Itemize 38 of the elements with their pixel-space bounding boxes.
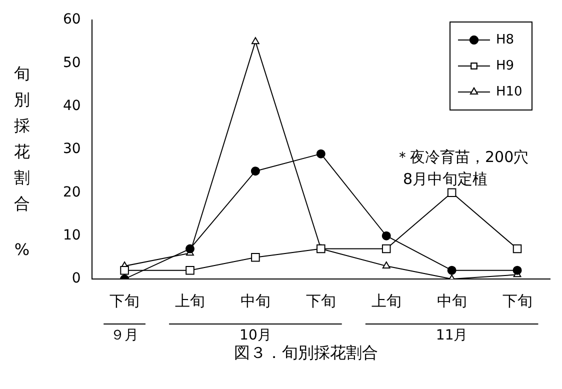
text: 11月	[436, 328, 468, 344]
point	[512, 266, 522, 275]
point	[250, 166, 260, 176]
legend-label: H9	[496, 58, 514, 74]
point	[447, 266, 456, 275]
point	[186, 266, 194, 275]
point	[382, 262, 390, 269]
annotation: 8月中旬定植	[403, 170, 488, 188]
y-tick-label: 40	[62, 98, 81, 114]
y-tick-label: 10	[62, 227, 81, 244]
point	[382, 244, 391, 254]
y-tick-label: 50	[62, 54, 81, 71]
annotation: ＊夜冷育苗，200穴	[395, 148, 529, 166]
x-tick-label: 下旬	[502, 292, 532, 310]
legend-label: H8	[496, 32, 514, 48]
text: 10月	[240, 328, 272, 344]
point	[185, 244, 194, 254]
point	[316, 149, 326, 158]
text: 図３．旬別採花割合	[234, 343, 378, 362]
x-tick-label: 下旬	[306, 292, 336, 310]
x-tick-label: 上旬	[371, 292, 402, 310]
y-tick-label: 30	[62, 141, 81, 158]
point	[120, 266, 129, 275]
point	[512, 244, 522, 254]
point	[251, 253, 260, 262]
text: 旬別採花割合 %	[14, 64, 30, 260]
x-tick-label: 中旬	[240, 292, 270, 310]
x-tick-label: 下旬	[110, 292, 140, 310]
x-tick-label: 中旬	[436, 292, 467, 310]
point	[382, 231, 391, 240]
legend-label: H10	[496, 84, 522, 100]
point	[251, 37, 260, 44]
x-tick-label: 上旬	[174, 292, 205, 310]
y-tick-label: 20	[62, 184, 81, 200]
text: ９月	[110, 328, 139, 344]
y-tick-label: 60	[62, 12, 81, 28]
point	[447, 188, 456, 198]
y-tick-label: 0	[72, 270, 81, 287]
